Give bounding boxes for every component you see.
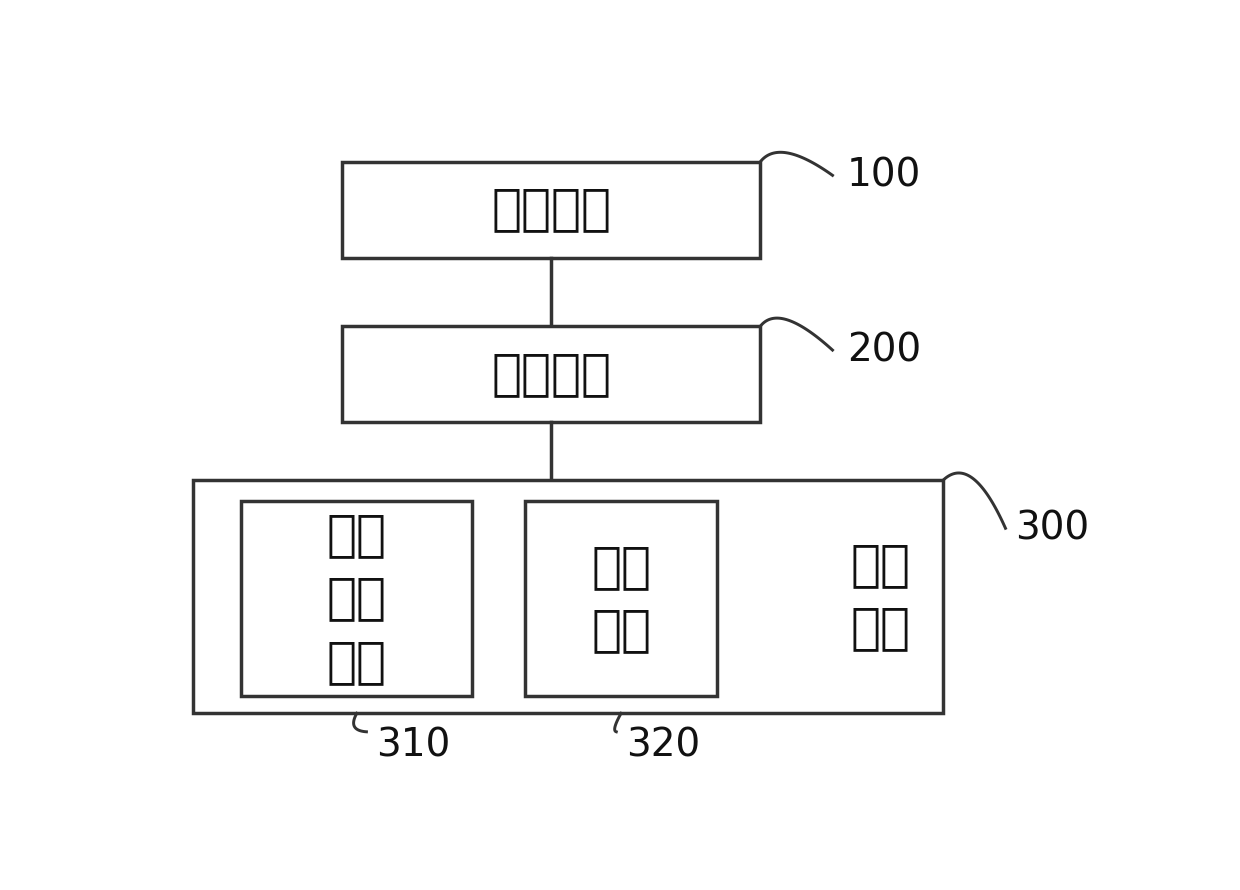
- Text: 获取模块: 获取模块: [491, 186, 611, 233]
- Bar: [342, 326, 760, 422]
- Text: 300: 300: [1016, 509, 1090, 547]
- Text: 100: 100: [847, 157, 921, 194]
- Text: 预测
单元: 预测 单元: [591, 543, 651, 654]
- Text: 控制
模块: 控制 模块: [851, 541, 910, 652]
- Bar: [525, 501, 717, 696]
- Text: 320: 320: [626, 726, 701, 765]
- Text: 识别模块: 识别模块: [491, 350, 611, 398]
- Bar: [193, 481, 942, 713]
- Text: 310: 310: [376, 726, 450, 765]
- Text: 200: 200: [847, 331, 921, 369]
- Bar: [242, 501, 472, 696]
- Bar: [342, 162, 760, 257]
- Text: 模型
建立
单元: 模型 建立 单元: [327, 511, 387, 685]
